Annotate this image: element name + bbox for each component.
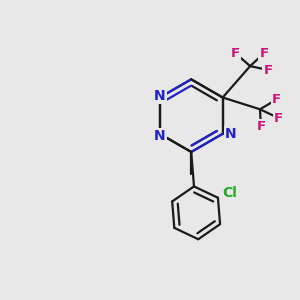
Text: N: N — [154, 88, 166, 103]
Text: N: N — [225, 127, 236, 141]
Text: F: F — [272, 93, 281, 106]
Text: N: N — [154, 129, 166, 143]
Text: F: F — [259, 47, 268, 60]
Text: F: F — [274, 112, 283, 124]
Text: F: F — [231, 47, 240, 60]
Text: F: F — [256, 120, 266, 134]
Text: Cl: Cl — [222, 186, 237, 200]
Text: F: F — [263, 64, 272, 76]
